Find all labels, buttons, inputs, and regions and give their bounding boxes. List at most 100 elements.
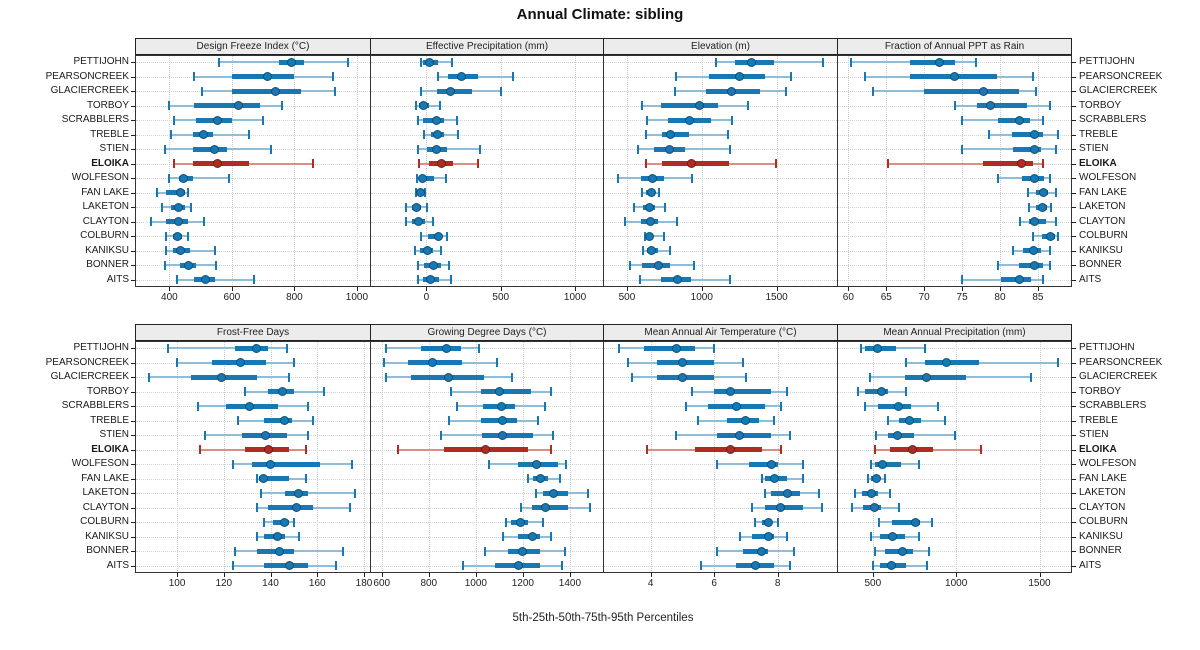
median-dot (763, 517, 773, 527)
whisker-cap-95th (455, 115, 458, 125)
whisker-cap-95th (729, 144, 732, 154)
y-axis-tick-right (1072, 250, 1076, 252)
station-label-left: LAKETON (82, 201, 130, 213)
median-dot (280, 416, 290, 426)
whisker-cap-95th (304, 474, 307, 484)
median-dot (665, 144, 675, 154)
median-dot (908, 445, 918, 455)
whisker-cap-5th (197, 401, 200, 411)
x-axis-tick-label: 85 (1032, 292, 1044, 303)
whisker-cap-5th (234, 546, 237, 556)
iqr-bar (983, 161, 1034, 167)
whisker-cap-95th (269, 144, 272, 154)
y-axis-tick-left (131, 348, 135, 350)
row-guide-line (371, 493, 603, 495)
iqr-bar (231, 74, 295, 80)
station-label-left: COLBURN (80, 230, 129, 242)
y-axis-tick-left (131, 362, 135, 364)
station-label-left: BONNER (86, 545, 129, 557)
whisker-cap-95th (306, 401, 309, 411)
station-label-left: LAKETON (82, 487, 130, 499)
station-label-right: FAN LAKE (1079, 472, 1127, 484)
whisker-cap-95th (1056, 358, 1059, 368)
row-guide-line (604, 178, 837, 180)
row-guide-line (604, 236, 837, 238)
x-axis-tick (569, 573, 571, 577)
iqr-bar (924, 88, 1019, 94)
row-guide-line (371, 62, 603, 64)
whisker-cap-5th (461, 561, 464, 571)
whisker-range-line (169, 177, 229, 180)
whisker-cap-5th (423, 130, 426, 140)
median-dot (273, 532, 283, 542)
whisker-cap-95th (953, 430, 956, 440)
median-dot (647, 173, 657, 183)
median-dot (1015, 115, 1025, 125)
iqr-bar (166, 190, 185, 196)
median-dot (178, 173, 188, 183)
median-dot (216, 372, 226, 382)
whisker-cap-5th (397, 445, 400, 455)
grid-line-vertical (777, 341, 779, 573)
x-axis-tick (363, 573, 365, 577)
x-axis-tick-label: 60 (842, 292, 854, 303)
whisker-range-line (177, 278, 254, 281)
whisker-cap-5th (715, 57, 717, 67)
x-axis-tick (356, 287, 358, 291)
median-dot (418, 101, 428, 111)
whisker-cap-5th (420, 86, 423, 96)
median-dot (252, 343, 261, 353)
x-axis-tick (575, 287, 577, 291)
median-dot (213, 159, 223, 169)
x-axis-tick (626, 287, 628, 291)
median-dot (425, 275, 435, 285)
whisker-cap-95th (1049, 101, 1052, 111)
y-axis-tick-right (1072, 236, 1076, 238)
whisker-cap-95th (478, 144, 481, 154)
whisker-cap-95th (784, 86, 787, 96)
y-axis-tick-right (1072, 163, 1076, 165)
x-axis-tick (522, 573, 524, 577)
y-axis-tick-left (131, 149, 135, 151)
whisker-cap-5th (405, 202, 408, 212)
y-axis-tick-left (131, 435, 135, 437)
row-guide-line (838, 478, 1071, 480)
median-dot (645, 217, 655, 227)
whisker-cap-95th (262, 115, 265, 125)
whisker-cap-5th (851, 503, 853, 513)
whisker-cap-95th (1035, 86, 1038, 96)
row-guide-line (604, 265, 837, 267)
whisker-cap-5th (875, 430, 878, 440)
whisker-cap-95th (664, 202, 667, 212)
y-axis-tick-left (131, 279, 135, 281)
whisker-cap-95th (1030, 372, 1033, 382)
x-axis-tick (714, 573, 716, 577)
station-label-right: LAKETON (1079, 487, 1126, 499)
grid-line-vertical (701, 55, 703, 287)
iqr-bar (1012, 132, 1044, 138)
station-label-left: TREBLE (90, 414, 129, 426)
median-dot (1028, 246, 1038, 256)
whisker-cap-95th (923, 343, 926, 353)
whisker-cap-5th (1027, 188, 1030, 198)
grid-line-vertical (475, 341, 477, 573)
whisker-cap-5th (873, 546, 876, 556)
whisker-cap-95th (731, 115, 734, 125)
row-guide-line (371, 464, 603, 466)
y-axis-tick-right (1072, 221, 1076, 223)
whisker-cap-95th (776, 517, 779, 527)
station-label-left: FAN LAKE (81, 472, 129, 484)
station-label-right: WOLFESON (1079, 458, 1137, 470)
median-dot (757, 546, 767, 556)
whisker-cap-95th (297, 532, 300, 542)
station-label-right: CLAYTON (1079, 501, 1126, 513)
row-guide-line (371, 105, 603, 107)
y-axis-tick-right (1072, 362, 1076, 364)
x-axis-tick-label: 1200 (511, 578, 534, 589)
station-label-left: PETTIJOHN (73, 342, 129, 354)
row-guide-line (371, 250, 603, 252)
whisker-cap-5th (501, 532, 504, 542)
median-dot (536, 474, 545, 484)
median-dot (941, 358, 951, 368)
iqr-bar (892, 519, 920, 525)
